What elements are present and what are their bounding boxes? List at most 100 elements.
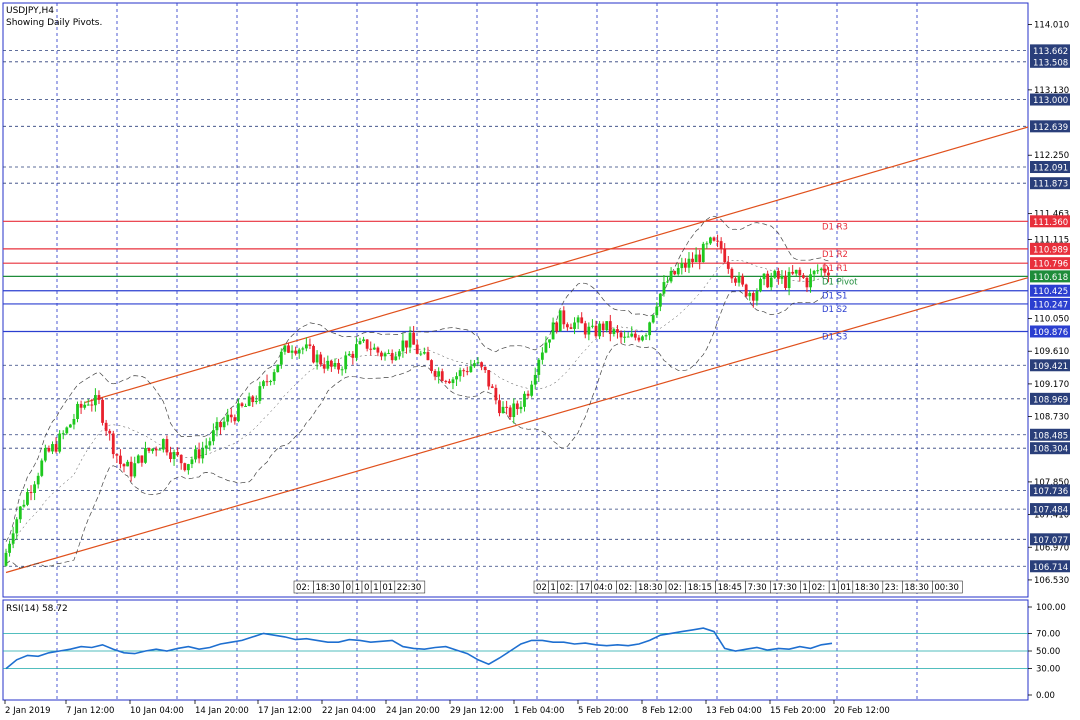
y-tick-label: 114.010: [1034, 21, 1069, 31]
candle-body: [648, 322, 652, 336]
candle-body: [169, 452, 172, 460]
price-tag-label: 109.421: [1033, 362, 1068, 372]
candle-body: [190, 459, 194, 465]
price-tag: 110.247: [1030, 297, 1070, 310]
candle-body: [197, 449, 201, 459]
candle-body: [415, 344, 419, 354]
session-tag-label: 18:30: [904, 583, 929, 593]
candle-body: [669, 271, 673, 282]
candle-body: [72, 418, 76, 425]
x-tick-label: 7 Jan 12:00: [66, 706, 114, 716]
price-tag: 108.304: [1030, 442, 1070, 455]
session-tag: 1: [548, 580, 558, 594]
candle-body: [519, 406, 523, 410]
candle-body: [144, 448, 147, 463]
pivot-label: D1 S3: [822, 332, 847, 342]
price-tag-box: [1030, 533, 1070, 546]
price-tag: 107.736: [1030, 484, 1070, 497]
session-tag-label: 04:0: [594, 583, 613, 593]
session-tag-label: 01: [382, 583, 393, 593]
candle-body: [172, 452, 176, 460]
session-tag: 02:: [616, 580, 637, 594]
session-tag: 02:: [809, 580, 830, 594]
session-tag-label: 18:30: [855, 583, 880, 593]
session-tag: 18:30: [902, 580, 933, 594]
candle-body: [773, 270, 777, 278]
candle-body: [262, 381, 265, 387]
candle-body: [755, 291, 759, 301]
x-tick-label: 17 Jan 12:00: [258, 706, 312, 716]
candle-body: [551, 322, 555, 340]
candle-body: [762, 273, 766, 280]
candle-body: [455, 376, 458, 380]
price-tag-box: [1030, 359, 1070, 372]
x-tick-label: 14 Jan 20:00: [195, 706, 249, 716]
rsi-tick-label: 0.00: [1036, 691, 1055, 701]
candle-body: [283, 345, 287, 352]
price-tag: 107.077: [1030, 533, 1070, 546]
session-tag: 02: [533, 580, 549, 594]
price-tag-box: [1030, 484, 1070, 497]
candle-body: [501, 406, 505, 414]
channel-lower-line: [5, 277, 1029, 574]
candle-body: [251, 396, 255, 403]
candle-body: [140, 455, 144, 463]
candle-body: [780, 275, 784, 279]
candle-body: [8, 543, 11, 553]
y-tick-label: 109.610: [1034, 347, 1069, 357]
candle-body: [355, 344, 358, 358]
price-tag: 109.876: [1030, 325, 1070, 338]
candle-body: [776, 270, 780, 279]
candle-body: [147, 448, 151, 452]
candle-body: [440, 371, 444, 381]
price-tag-label: 112.091: [1033, 164, 1068, 174]
candle-body: [505, 406, 509, 408]
candle-body: [801, 275, 805, 278]
candle-body: [337, 362, 340, 370]
session-tag: 23:: [882, 580, 903, 594]
candle-body: [387, 353, 391, 355]
candle-body: [623, 336, 627, 338]
candle-body: [229, 414, 233, 418]
candle-body: [369, 348, 373, 350]
price-tag: 110.618: [1030, 270, 1070, 283]
pivot-label: D1 R2: [822, 250, 848, 260]
candle-body: [315, 354, 319, 363]
candle-body: [272, 372, 276, 382]
session-tag-label: 1: [373, 583, 378, 593]
x-tick-label: 20 Feb 12:00: [834, 706, 890, 716]
candle-body: [15, 519, 19, 534]
candle-body: [115, 454, 119, 456]
rsi-tick-label: 30.00: [1036, 665, 1060, 675]
candle-body: [244, 405, 247, 407]
session-tag: 18:30: [635, 580, 667, 594]
candle-body: [730, 268, 734, 279]
session-tag: 18:45: [715, 580, 746, 594]
candle-body: [18, 506, 22, 520]
session-tag: 02:: [557, 580, 578, 594]
session-tag: 17:30: [770, 580, 801, 594]
price-tag-label: 110.796: [1033, 260, 1068, 270]
candle-body: [719, 241, 723, 249]
candle-body: [47, 447, 51, 452]
candle-body: [608, 321, 612, 334]
price-tag: 113.508: [1030, 55, 1070, 68]
candle-body: [437, 371, 441, 377]
x-tick-label: 8 Feb 12:00: [642, 706, 692, 716]
channel-upper-line: [84, 126, 1029, 404]
candle-body: [430, 360, 433, 371]
candle-body: [498, 400, 501, 414]
candle-body: [54, 444, 58, 452]
session-tag-label: 00:30: [934, 583, 959, 593]
session-tag: 1: [828, 580, 839, 594]
candle-body: [447, 381, 451, 384]
price-tag-box: [1030, 428, 1070, 441]
session-tag-label: 01: [840, 583, 851, 593]
candle-body: [397, 351, 401, 357]
x-tick-label: 15 Feb 20:00: [770, 706, 826, 716]
x-tick-label: 29 Jan 12:00: [450, 706, 504, 716]
candle-body: [269, 381, 273, 383]
price-tag: 108.969: [1030, 392, 1070, 405]
candle-body: [179, 454, 183, 464]
